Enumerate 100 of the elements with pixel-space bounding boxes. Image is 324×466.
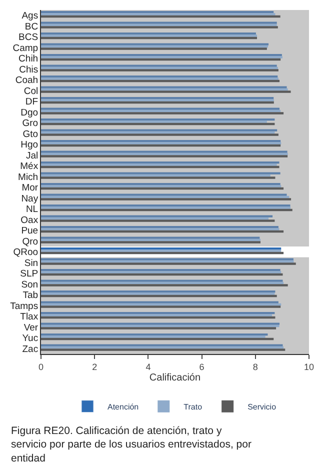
bar bbox=[41, 294, 277, 298]
bar bbox=[41, 314, 272, 316]
y-tick-label: Oax bbox=[20, 214, 38, 226]
x-tick-label: 2 bbox=[92, 362, 98, 372]
bar bbox=[41, 228, 280, 230]
bar bbox=[41, 131, 275, 134]
bar bbox=[41, 86, 287, 88]
y-tick-label: Gto bbox=[22, 128, 38, 140]
y-tick-label: Gro bbox=[22, 118, 38, 130]
bar bbox=[41, 161, 280, 164]
bar bbox=[41, 64, 277, 67]
bar bbox=[41, 10, 274, 14]
bar bbox=[41, 194, 287, 196]
bar bbox=[41, 54, 282, 56]
y-tick-label: BCS bbox=[18, 32, 38, 44]
x-tick-label: 6 bbox=[199, 362, 204, 372]
y-tick-label: Nay bbox=[21, 193, 38, 204]
bar bbox=[41, 217, 269, 220]
bar bbox=[41, 204, 290, 207]
bar bbox=[41, 230, 284, 233]
bar bbox=[41, 290, 276, 293]
y-tick-label: Pue bbox=[21, 226, 38, 237]
bar bbox=[41, 247, 282, 250]
bar bbox=[41, 24, 277, 26]
bar bbox=[41, 316, 276, 319]
bar bbox=[41, 280, 283, 282]
bar bbox=[41, 32, 256, 35]
bar bbox=[41, 75, 278, 78]
y-tick-label: Tab bbox=[22, 290, 38, 302]
bar bbox=[41, 80, 280, 82]
bar bbox=[41, 15, 280, 18]
bar bbox=[41, 58, 281, 61]
x-tick-label: 8 bbox=[252, 362, 258, 372]
bar bbox=[41, 122, 275, 126]
y-tick-label: Son bbox=[21, 279, 38, 290]
y-tick-label: Tamps bbox=[10, 300, 38, 312]
y-tick-label: Hgo bbox=[20, 140, 38, 151]
bar bbox=[41, 150, 288, 153]
bar bbox=[41, 348, 286, 351]
bar bbox=[41, 306, 281, 308]
bar bbox=[41, 90, 291, 93]
bar bbox=[41, 324, 280, 328]
bar bbox=[41, 176, 276, 179]
bar bbox=[41, 36, 258, 40]
bar bbox=[41, 34, 258, 37]
bar bbox=[41, 215, 273, 218]
bar bbox=[41, 174, 270, 177]
bar bbox=[41, 271, 282, 274]
y-tick-label: Méx bbox=[20, 161, 38, 172]
y-tick-label: Dgo bbox=[20, 107, 38, 118]
bar bbox=[41, 120, 267, 123]
y-tick-label: Chis bbox=[19, 64, 38, 76]
bar bbox=[41, 236, 260, 239]
x-tick-label: 10 bbox=[304, 362, 314, 372]
bar bbox=[41, 292, 275, 295]
bar bbox=[41, 45, 268, 48]
bar bbox=[41, 78, 278, 80]
y-tick-label: Chih bbox=[18, 54, 38, 65]
bar bbox=[41, 312, 275, 314]
bar bbox=[41, 196, 290, 198]
bar bbox=[41, 282, 284, 284]
bar bbox=[41, 250, 282, 252]
y-tick-label: Camp bbox=[12, 42, 38, 54]
y-tick-label: Sin bbox=[24, 258, 38, 269]
y-tick-label: NL bbox=[26, 204, 38, 216]
bar bbox=[41, 258, 294, 260]
y-tick-label: Qro bbox=[22, 236, 38, 248]
y-tick-label: DF bbox=[25, 96, 38, 108]
bar bbox=[41, 284, 288, 286]
y-tick-label: Coah bbox=[15, 75, 38, 86]
bar bbox=[41, 164, 277, 166]
bar bbox=[41, 108, 280, 110]
bar bbox=[41, 43, 269, 46]
bar bbox=[41, 252, 284, 254]
y-tick-label: Col bbox=[24, 86, 38, 97]
bar bbox=[41, 226, 278, 228]
bar bbox=[41, 268, 280, 272]
bar bbox=[41, 110, 281, 112]
bar bbox=[41, 96, 274, 100]
bar bbox=[41, 198, 292, 200]
bar bbox=[41, 26, 278, 28]
bar bbox=[41, 144, 281, 147]
bar bbox=[41, 48, 267, 50]
bar bbox=[41, 99, 274, 102]
legend-label: Trato bbox=[184, 402, 203, 412]
y-tick-label: SLP bbox=[20, 268, 38, 280]
y-tick-label: Mor bbox=[22, 182, 38, 194]
y-tick-label: Ags bbox=[22, 10, 38, 22]
y-tick-label: BC bbox=[24, 21, 38, 32]
bar bbox=[41, 336, 266, 338]
bar bbox=[41, 22, 277, 24]
bar bbox=[41, 187, 284, 190]
bar bbox=[41, 69, 278, 72]
bar bbox=[41, 118, 275, 121]
bar bbox=[41, 206, 291, 209]
bar bbox=[41, 322, 280, 325]
y-tick-label: QRoo bbox=[13, 247, 38, 258]
bar bbox=[41, 333, 268, 336]
bar bbox=[41, 172, 280, 174]
bar bbox=[41, 182, 280, 186]
